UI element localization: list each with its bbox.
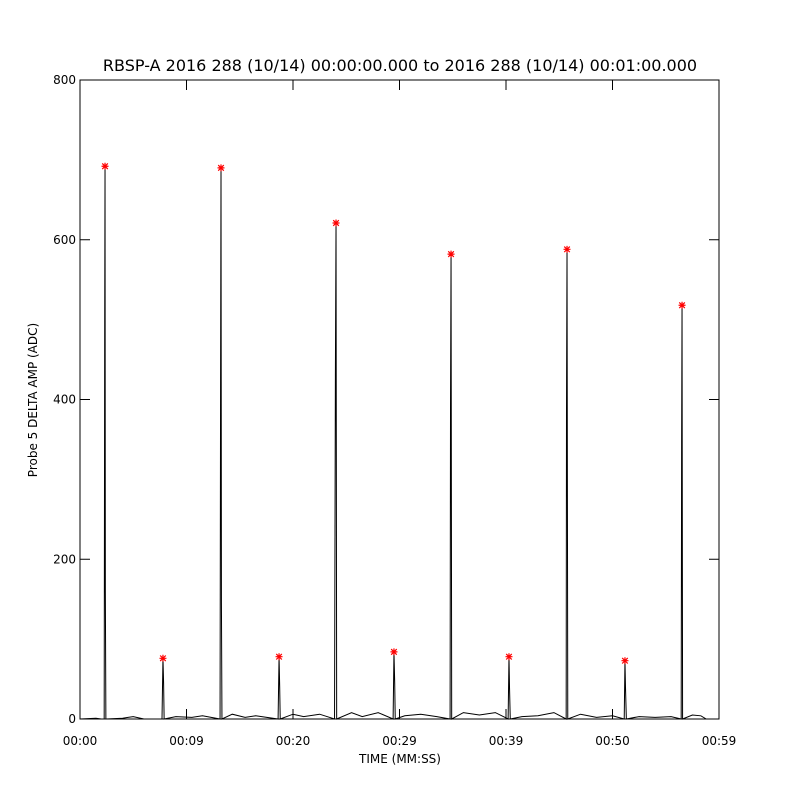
y-axis-label: Probe 5 DELTA AMP (ADC) bbox=[26, 323, 40, 477]
x-axis-label: TIME (MM:SS) bbox=[358, 752, 441, 766]
x-tick-label: 00:59 bbox=[702, 734, 737, 748]
x-tick-label: 00:00 bbox=[63, 734, 98, 748]
peak-marker bbox=[101, 162, 109, 170]
peak-marker bbox=[275, 653, 283, 661]
y-tick-label: 0 bbox=[68, 712, 76, 726]
x-tick-label: 00:39 bbox=[489, 734, 524, 748]
chart-title: RBSP-A 2016 288 (10/14) 00:00:00.000 to … bbox=[103, 56, 697, 75]
data-line bbox=[79, 166, 707, 720]
x-tick-label: 00:29 bbox=[382, 734, 417, 748]
peak-marker bbox=[217, 164, 225, 172]
peak-marker bbox=[678, 301, 686, 309]
y-tick-label: 200 bbox=[53, 552, 76, 566]
x-tick-label: 00:50 bbox=[595, 734, 630, 748]
peak-marker bbox=[447, 250, 455, 258]
x-tick-label: 00:09 bbox=[169, 734, 204, 748]
peak-marker bbox=[390, 648, 398, 656]
peak-marker bbox=[159, 654, 167, 662]
x-tick-label: 00:20 bbox=[276, 734, 311, 748]
peak-marker bbox=[332, 219, 340, 227]
y-tick-label: 400 bbox=[53, 393, 76, 407]
y-tick-label: 600 bbox=[53, 233, 76, 247]
y-tick-label: 800 bbox=[53, 73, 76, 87]
peak-marker bbox=[505, 653, 513, 661]
peak-marker bbox=[621, 657, 629, 665]
peak-marker bbox=[563, 245, 571, 253]
